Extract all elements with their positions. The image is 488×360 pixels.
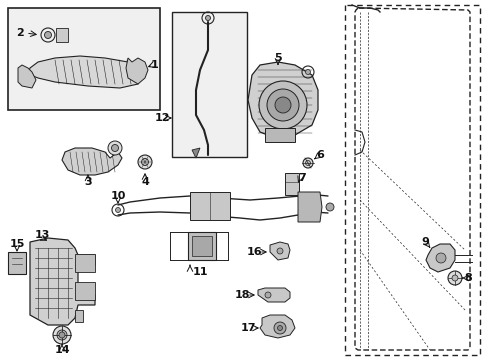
Polygon shape — [260, 315, 294, 338]
Circle shape — [53, 326, 71, 344]
Circle shape — [305, 69, 310, 75]
Text: 17: 17 — [240, 323, 255, 333]
Circle shape — [435, 253, 445, 263]
Text: 8: 8 — [463, 273, 471, 283]
Polygon shape — [192, 148, 200, 158]
Circle shape — [205, 15, 210, 21]
Polygon shape — [28, 56, 142, 88]
Text: 18: 18 — [234, 290, 249, 300]
Circle shape — [259, 81, 306, 129]
Bar — [75, 254, 95, 272]
Text: 9: 9 — [420, 237, 428, 247]
Polygon shape — [62, 148, 122, 175]
Circle shape — [141, 158, 148, 166]
Text: 3: 3 — [84, 177, 92, 187]
Polygon shape — [297, 192, 321, 222]
Text: 5: 5 — [274, 53, 281, 63]
Circle shape — [57, 330, 67, 340]
Circle shape — [115, 207, 120, 212]
Text: 10: 10 — [110, 191, 125, 201]
Bar — [285, 173, 298, 195]
Text: 7: 7 — [298, 173, 305, 183]
Bar — [8, 8, 160, 110]
Text: 1: 1 — [151, 60, 159, 70]
Circle shape — [108, 141, 122, 155]
Circle shape — [264, 292, 270, 298]
Circle shape — [277, 325, 282, 330]
Circle shape — [273, 322, 285, 334]
Bar — [75, 310, 83, 322]
Bar — [75, 282, 95, 300]
Circle shape — [325, 203, 333, 211]
Bar — [264, 128, 294, 142]
Polygon shape — [126, 58, 148, 84]
Bar — [172, 12, 246, 157]
Circle shape — [447, 271, 461, 285]
Text: 4: 4 — [141, 177, 149, 187]
Circle shape — [274, 97, 290, 113]
Circle shape — [44, 31, 51, 39]
Circle shape — [303, 158, 312, 168]
Text: 14: 14 — [54, 345, 70, 355]
Bar — [56, 28, 68, 42]
Polygon shape — [247, 62, 317, 138]
Text: 6: 6 — [315, 150, 323, 160]
Circle shape — [276, 248, 283, 254]
Circle shape — [138, 155, 152, 169]
Polygon shape — [425, 244, 454, 272]
Circle shape — [111, 144, 118, 152]
Text: 15: 15 — [9, 239, 24, 249]
Text: 11: 11 — [192, 267, 207, 277]
Text: 16: 16 — [246, 247, 262, 257]
Text: 12: 12 — [154, 113, 169, 123]
Polygon shape — [258, 288, 289, 302]
Circle shape — [305, 161, 310, 166]
Polygon shape — [18, 65, 36, 88]
Text: 13: 13 — [34, 230, 50, 240]
Bar — [8, 252, 26, 274]
Circle shape — [451, 275, 457, 281]
Circle shape — [59, 332, 65, 338]
Polygon shape — [30, 238, 95, 325]
Bar — [190, 192, 229, 220]
Circle shape — [266, 89, 298, 121]
Bar — [187, 232, 216, 260]
Text: 2: 2 — [16, 28, 24, 38]
Bar — [192, 236, 212, 256]
Polygon shape — [269, 242, 289, 260]
